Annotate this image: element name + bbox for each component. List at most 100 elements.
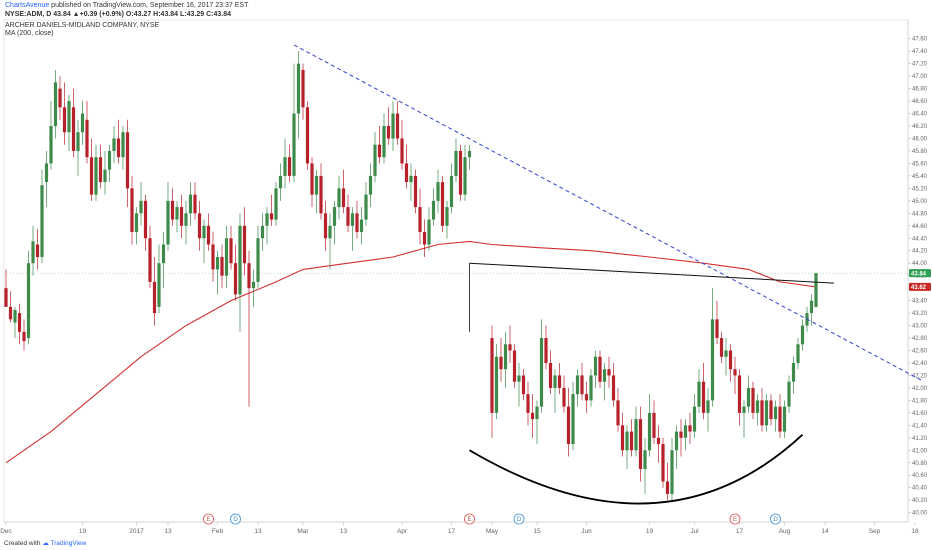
candle-down — [548, 362, 553, 388]
x-tick-label: Jul — [690, 528, 699, 535]
candle-down — [557, 375, 562, 388]
footer: Created with ☁ TradingView — [4, 539, 86, 547]
dividend-marker-icon[interactable]: D — [513, 513, 525, 525]
candle-down — [319, 175, 323, 214]
candle-down — [598, 356, 602, 382]
earnings-marker-label: E — [206, 517, 210, 523]
candle-down — [688, 425, 692, 432]
published-text: published on TradingView.com, September … — [49, 2, 249, 9]
candle-down — [418, 207, 422, 233]
candle-down — [508, 344, 512, 351]
candle-up — [49, 126, 53, 164]
candle-up — [26, 263, 31, 339]
candle-down — [400, 138, 404, 164]
candle-down — [355, 213, 359, 233]
y-tick-label: 40.40 — [912, 486, 928, 492]
candle-down — [197, 213, 202, 239]
candle-up — [742, 406, 746, 413]
candle-up — [67, 101, 71, 133]
resistance-line — [469, 262, 835, 284]
x-tick-label: 18 — [911, 528, 919, 535]
y-tick-label: 42.60 — [912, 349, 928, 355]
candle-up — [175, 207, 179, 220]
candle-up — [724, 350, 728, 357]
earnings-marker-icon[interactable]: E — [203, 513, 214, 525]
x-tick-label: Aug — [779, 528, 791, 535]
candle-up — [31, 241, 35, 264]
candle-down — [116, 138, 121, 158]
candle-up — [328, 225, 332, 239]
candle-up — [575, 375, 580, 395]
candle-down — [458, 150, 463, 195]
candle-up — [224, 238, 229, 276]
candle-up — [467, 150, 472, 158]
candle-up — [391, 113, 395, 139]
candle-up — [202, 225, 206, 239]
earnings-marker-icon[interactable]: E — [464, 513, 475, 525]
candle-up — [755, 400, 760, 413]
downtrend-line — [293, 44, 925, 383]
candle-down — [562, 387, 566, 407]
candle-down — [629, 431, 634, 451]
candle-down — [737, 375, 742, 413]
dividend-marker-circle — [513, 513, 525, 525]
candle-up — [643, 450, 647, 469]
candle-down — [386, 126, 391, 139]
dividend-marker-label: D — [517, 517, 522, 523]
candle-up — [139, 200, 143, 214]
earnings-marker-circle — [729, 513, 741, 525]
candle-up — [121, 132, 125, 158]
candle-up — [791, 362, 796, 382]
plot-area — [3, 19, 909, 523]
dividend-marker-icon[interactable]: D — [230, 513, 241, 525]
candle-down — [242, 225, 247, 264]
candle-up — [692, 406, 697, 432]
candle-down — [544, 338, 548, 363]
candle-down — [395, 113, 400, 139]
dividend-marker-icon[interactable]: D — [770, 513, 781, 525]
candle-down — [301, 69, 305, 108]
candle-up — [107, 150, 112, 170]
candle-down — [85, 119, 89, 158]
candle-down — [584, 394, 589, 401]
x-tick-label: 17 — [448, 528, 456, 535]
candle-down — [143, 200, 148, 239]
footer-brand[interactable]: TradingView — [50, 540, 87, 547]
candle-up — [764, 400, 769, 426]
candle-up — [782, 406, 787, 432]
candle-down — [58, 88, 62, 108]
x-tick-label: May — [486, 528, 499, 535]
y-tick-label: 46.20 — [912, 124, 928, 130]
dividend-marker-label: D — [773, 517, 778, 523]
candle-up — [427, 219, 431, 245]
candle-up — [697, 381, 701, 407]
candle-down — [526, 394, 530, 413]
y-tick-label: 46.80 — [912, 87, 928, 93]
candle-down — [130, 188, 134, 233]
earnings-marker-circle — [464, 513, 475, 525]
candle-down — [310, 163, 314, 195]
candle-up — [337, 188, 341, 208]
author-link[interactable]: ChartsAvenue — [5, 2, 50, 9]
y-tick-label: 45.20 — [912, 186, 928, 192]
candle-up — [188, 194, 193, 214]
y-tick-label: 42.40 — [912, 361, 928, 367]
candle-down — [229, 238, 233, 264]
candle-down — [580, 375, 584, 395]
x-tick-label: 19 — [79, 528, 87, 535]
x-tick-label: Sep — [869, 528, 881, 535]
candle-down — [733, 369, 737, 376]
y-tick-label: 44.40 — [912, 236, 928, 242]
candle-up — [251, 281, 256, 289]
candle-down — [193, 194, 197, 214]
x-tick-label: Mar — [297, 528, 309, 535]
candle-up — [800, 325, 805, 345]
candle-down — [521, 375, 526, 395]
candle-up — [368, 175, 373, 195]
y-tick-label: 45.40 — [912, 174, 928, 180]
candle-up — [274, 188, 278, 220]
earnings-marker-icon[interactable]: E — [729, 513, 741, 525]
candle-up — [710, 319, 715, 401]
